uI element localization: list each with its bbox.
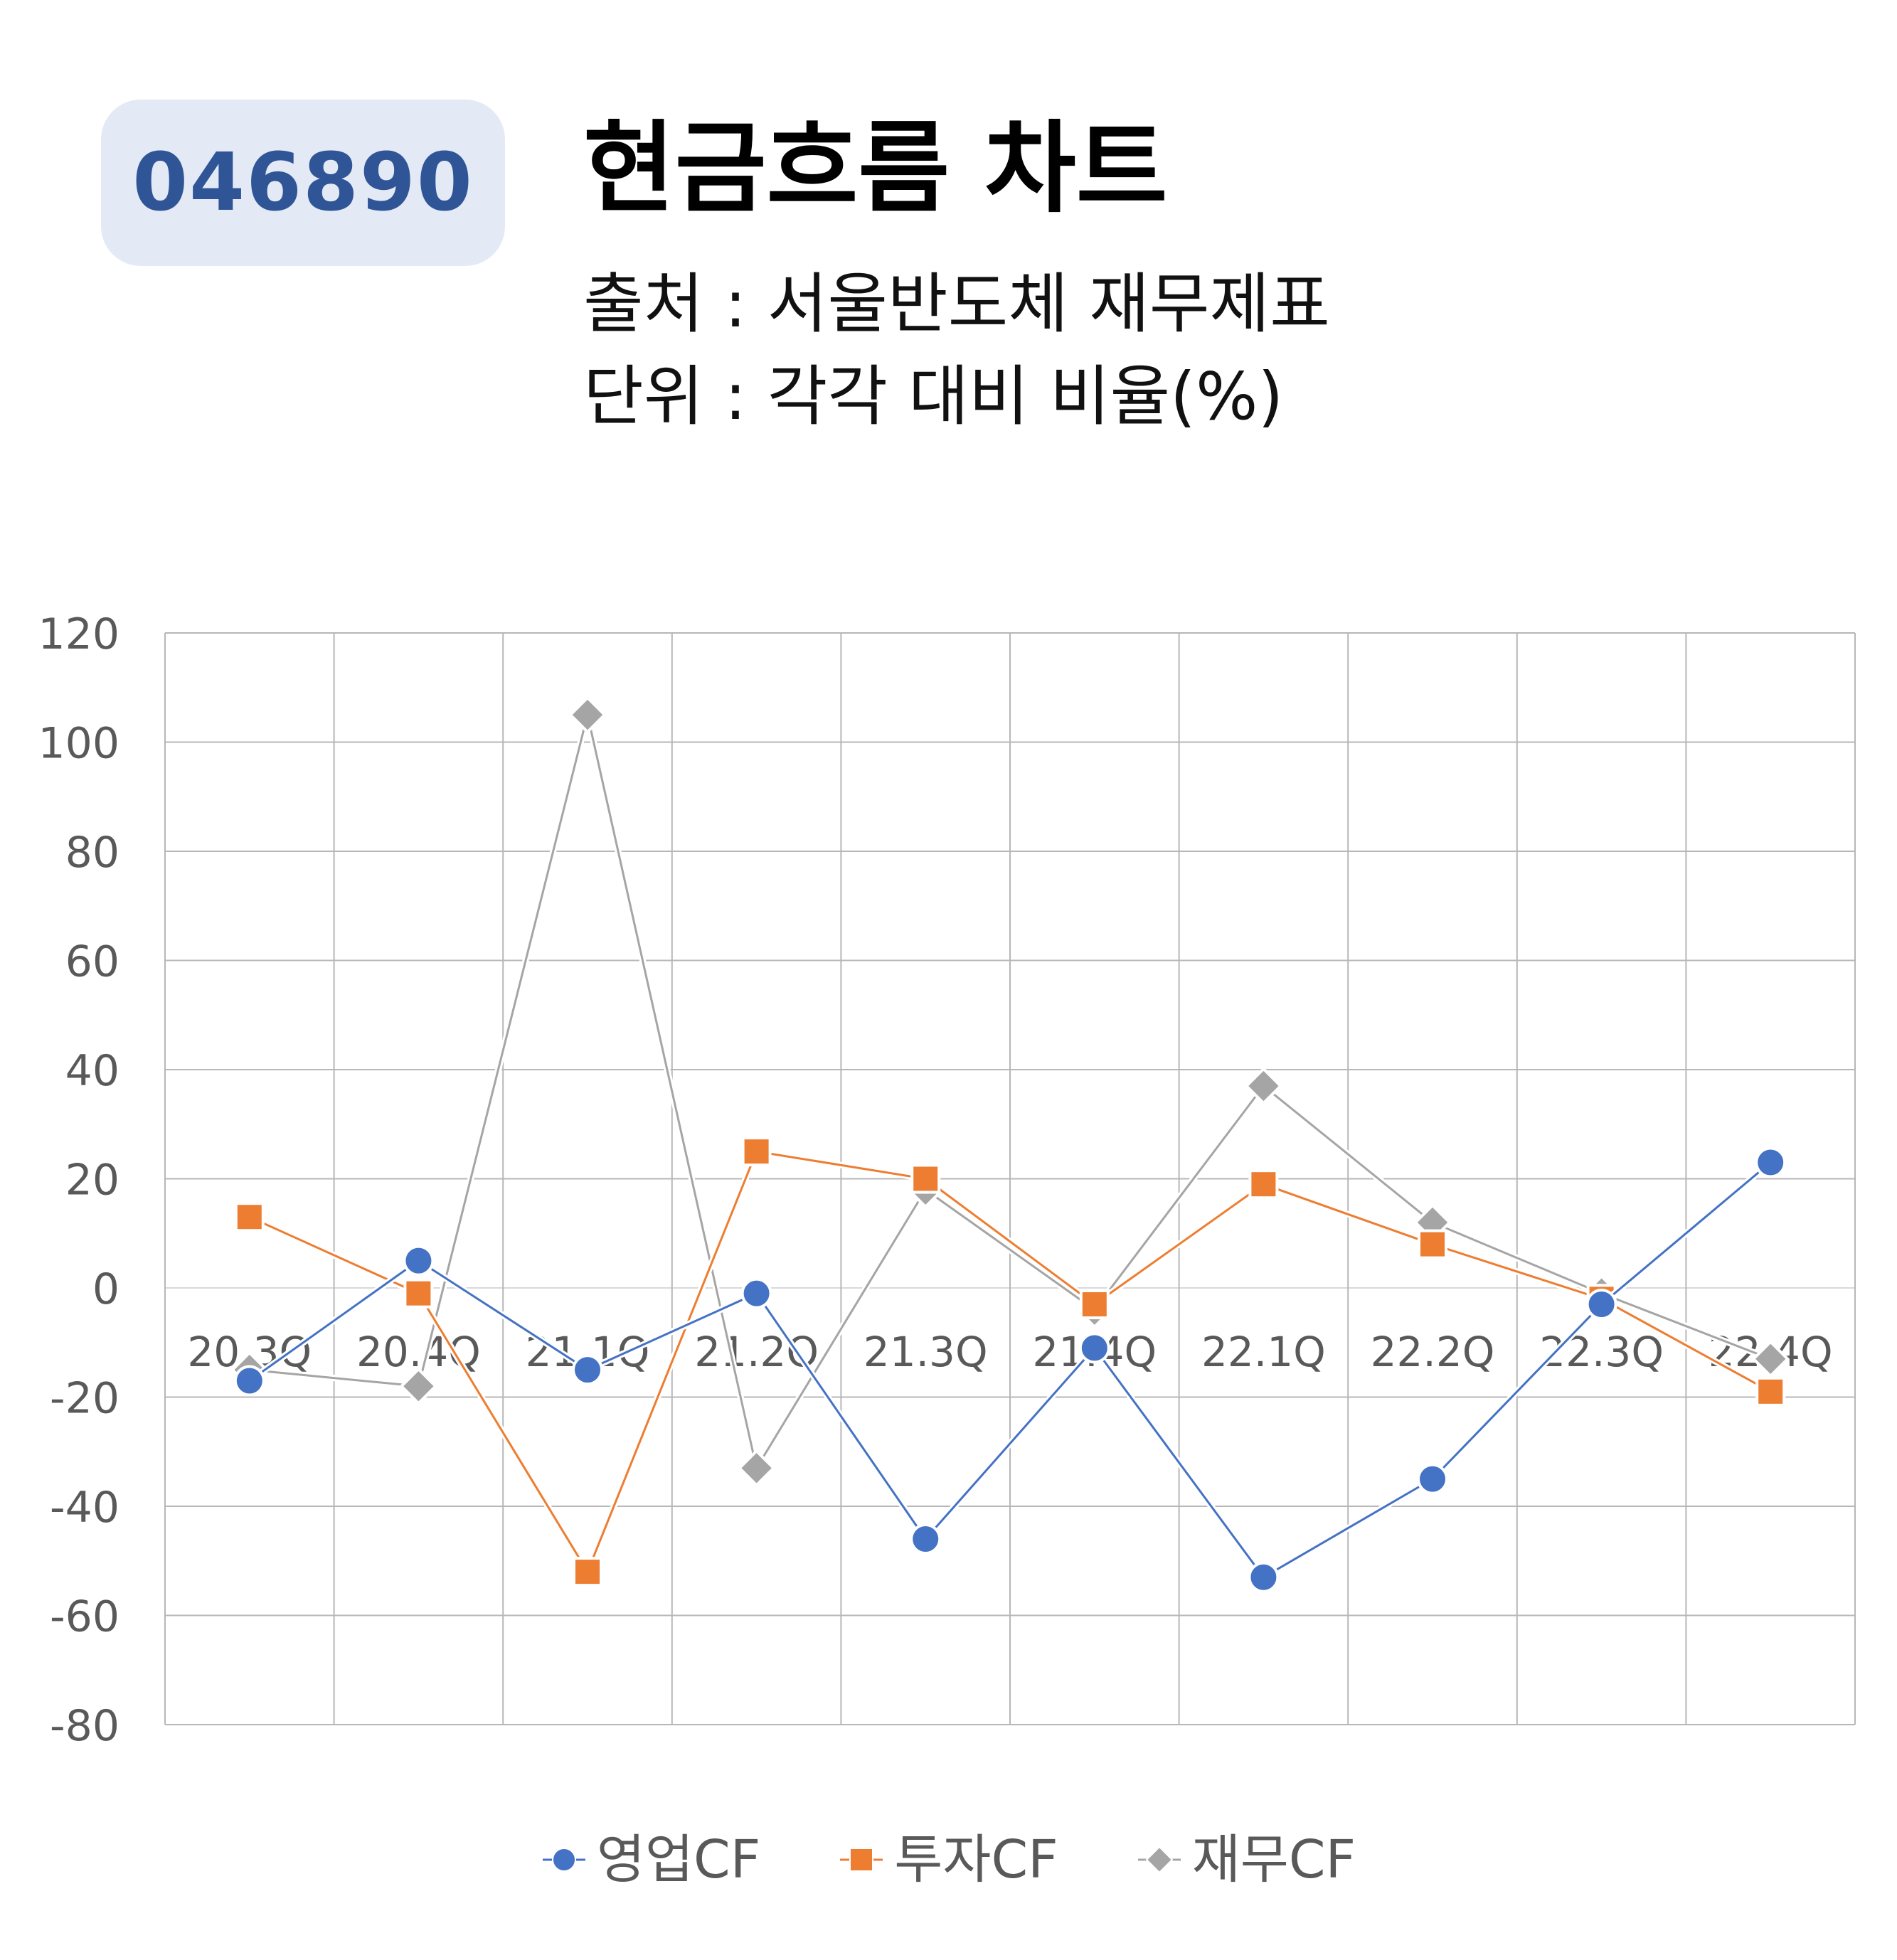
page-title: 현금흐름 차트 bbox=[583, 111, 1168, 227]
data-point bbox=[572, 1354, 603, 1386]
data-point bbox=[403, 1278, 434, 1309]
y-tick-label: -60 bbox=[50, 1592, 119, 1642]
data-point bbox=[740, 1277, 772, 1309]
data-point bbox=[1417, 1463, 1448, 1495]
legend-square-icon bbox=[840, 1848, 883, 1872]
y-tick-label: 40 bbox=[65, 1046, 119, 1096]
legend-label: 영업CF bbox=[596, 1829, 761, 1890]
data-point bbox=[1079, 1289, 1110, 1320]
y-tick-label: 80 bbox=[65, 828, 119, 878]
y-tick-label: 120 bbox=[38, 609, 119, 659]
chart-legend: 영업CF 투자CF 재무CF bbox=[0, 1833, 1897, 1886]
x-tick-label: 21.3Q bbox=[864, 1328, 988, 1376]
data-point bbox=[1751, 1339, 1790, 1378]
stock-code-badge: 046890 bbox=[101, 100, 505, 266]
stock-code: 046890 bbox=[132, 137, 474, 229]
legend-label: 재무CF bbox=[1191, 1829, 1356, 1890]
y-tick-label: -80 bbox=[50, 1701, 119, 1751]
data-point bbox=[233, 1365, 265, 1397]
data-point bbox=[1248, 1561, 1280, 1593]
legend-label: 투자CF bbox=[894, 1829, 1058, 1890]
series-line bbox=[248, 1161, 1772, 1579]
y-tick-label: 100 bbox=[38, 719, 119, 769]
unit-text: 단위 : 각각 대비 비율(%) bbox=[583, 358, 1284, 435]
y-tick-label: -40 bbox=[50, 1483, 119, 1533]
data-point bbox=[910, 1163, 941, 1194]
data-point bbox=[1418, 1229, 1447, 1259]
legend-diamond-icon bbox=[1137, 1846, 1181, 1874]
data-point bbox=[737, 1449, 776, 1488]
data-point bbox=[1755, 1146, 1787, 1178]
data-point bbox=[1755, 1376, 1786, 1407]
y-axis-ticks: 120 100 80 60 40 20 0 -20 -40 -60 -80 bbox=[38, 609, 119, 1751]
y-tick-label: 20 bbox=[65, 1156, 119, 1205]
data-point bbox=[1078, 1332, 1110, 1364]
data-point bbox=[1248, 1169, 1279, 1200]
series-line bbox=[249, 713, 1771, 1469]
x-tick-label: 22.3Q bbox=[1539, 1328, 1664, 1376]
data-point bbox=[573, 1557, 602, 1587]
data-point bbox=[910, 1523, 942, 1555]
legend-circle-icon bbox=[542, 1848, 585, 1872]
series-layer bbox=[230, 696, 1790, 1593]
grid-layer bbox=[164, 632, 1856, 1725]
data-point bbox=[741, 1136, 772, 1167]
source-text: 출처 : 서울반도체 재무제표 bbox=[583, 266, 1330, 342]
data-point bbox=[403, 1245, 435, 1277]
y-tick-label: 60 bbox=[65, 937, 119, 987]
y-tick-label: 0 bbox=[92, 1264, 119, 1314]
y-tick-label: -20 bbox=[50, 1374, 119, 1424]
series-square bbox=[234, 1136, 1786, 1587]
series-line bbox=[249, 1150, 1771, 1573]
series-circle bbox=[233, 1146, 1787, 1593]
data-point bbox=[399, 1367, 438, 1405]
x-tick-label: 22.2Q bbox=[1371, 1328, 1495, 1376]
data-point bbox=[234, 1202, 265, 1232]
data-point bbox=[568, 696, 607, 734]
legend-item: 영업CF bbox=[541, 1833, 760, 1886]
data-point bbox=[1244, 1067, 1283, 1105]
legend-item: 재무CF bbox=[1137, 1833, 1356, 1886]
x-tick-label: 22.1Q bbox=[1201, 1328, 1326, 1376]
data-point bbox=[1585, 1289, 1617, 1321]
legend-item: 투자CF bbox=[839, 1833, 1058, 1886]
